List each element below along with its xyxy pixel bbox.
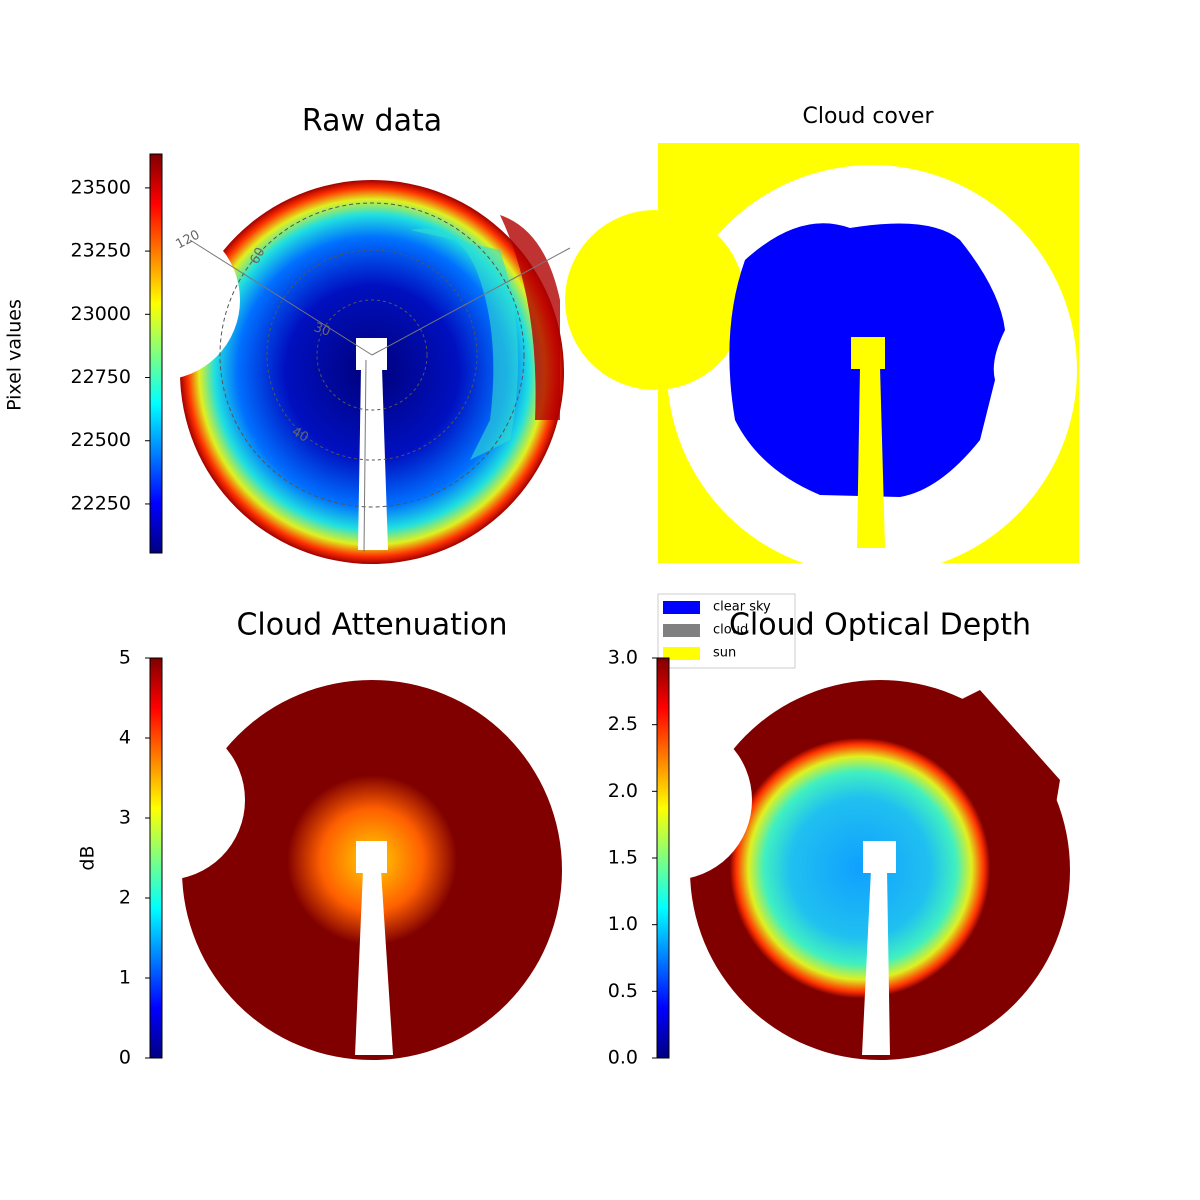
colorbar-tick-label: 23250 bbox=[71, 240, 131, 262]
colorbar-tick-label: 0.0 bbox=[608, 1047, 638, 1069]
polar-annotation: 60 bbox=[247, 245, 268, 267]
legend-label: clear sky bbox=[713, 600, 771, 615]
colorbar-tick-label: 4 bbox=[119, 727, 131, 749]
colorbar-tick-label: 2.0 bbox=[608, 780, 638, 802]
polar-annotation: 30 bbox=[312, 320, 333, 340]
colorbar-tick-label: 1.5 bbox=[608, 847, 638, 869]
colorbar-tick-label: 22500 bbox=[71, 429, 131, 451]
colorbar-tick-label: 1.0 bbox=[608, 913, 638, 935]
colorbar-tick-label: 23000 bbox=[71, 303, 131, 325]
colorbar-tick-label: 2.5 bbox=[608, 713, 638, 735]
cloud-cover-image bbox=[565, 143, 1079, 575]
colorbar bbox=[656, 657, 670, 1059]
colorbar-tick-label: 22250 bbox=[71, 492, 131, 514]
panel-title: Cloud cover bbox=[803, 104, 935, 129]
panel-title: Cloud Optical Depth bbox=[729, 608, 1031, 643]
colorbar-label: dB bbox=[77, 845, 99, 870]
colorbar-tick-label: 1 bbox=[119, 967, 131, 989]
legend-swatch bbox=[663, 647, 700, 660]
optical-depth-image bbox=[592, 680, 1070, 1060]
panel-title: Cloud Attenuation bbox=[236, 608, 507, 643]
panel-title: Raw data bbox=[302, 104, 442, 139]
colorbar bbox=[149, 657, 163, 1059]
colorbar-tick-label: 0 bbox=[119, 1047, 131, 1069]
legend-swatch bbox=[663, 624, 700, 637]
legend-label: cloud bbox=[713, 623, 748, 638]
colorbar bbox=[149, 153, 163, 554]
raw-image bbox=[80, 180, 571, 564]
colorbar-tick-label: 22750 bbox=[71, 366, 131, 388]
colorbar-tick-label: 0.5 bbox=[608, 980, 638, 1002]
colorbar-tick-label: 3.0 bbox=[608, 647, 638, 669]
colorbar-tick-label: 2 bbox=[119, 887, 131, 909]
colorbar-label: Pixel values bbox=[4, 299, 26, 411]
polar-annotation: 40 bbox=[289, 424, 311, 445]
attenuation-image bbox=[85, 680, 562, 1060]
colorbar-tick-label: 23500 bbox=[71, 176, 131, 198]
legend-swatch bbox=[663, 601, 700, 614]
colorbar-tick-label: 3 bbox=[119, 807, 131, 829]
legend-label: sun bbox=[713, 646, 736, 661]
colorbar-tick-label: 5 bbox=[119, 647, 131, 669]
